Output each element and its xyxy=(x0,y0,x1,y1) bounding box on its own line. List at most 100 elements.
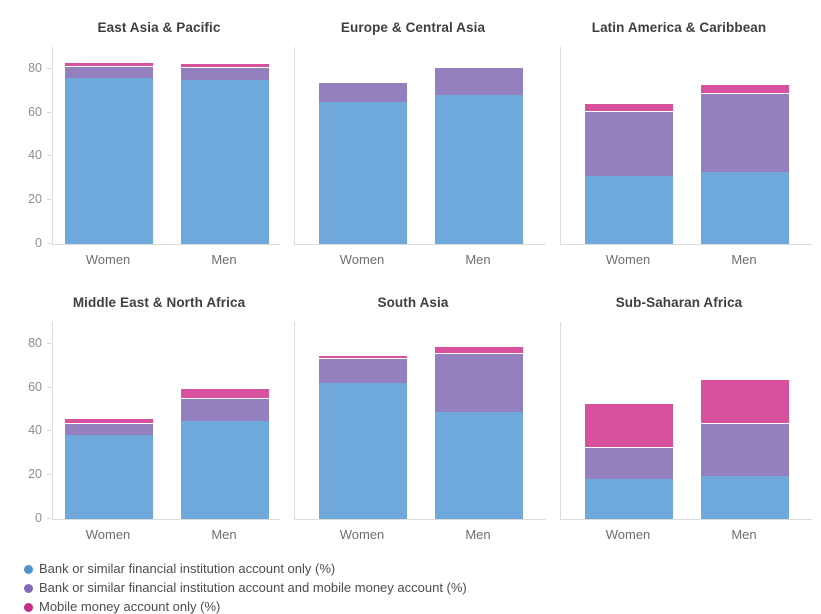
bar-segment-mobile_only xyxy=(700,378,789,423)
stacked-bar-women xyxy=(318,82,407,244)
y-axis-gutter: 0 20 40 60 80 xyxy=(10,322,52,524)
bar-segment-bank_and_mobile xyxy=(64,422,153,435)
y-tick-label: 0 xyxy=(35,236,42,250)
y-tick-mark xyxy=(47,386,51,388)
bar-segment-bank_and_mobile xyxy=(180,397,269,421)
plot-area xyxy=(560,322,812,520)
legend-label: Bank or similar financial institution ac… xyxy=(39,561,336,576)
legend-dot-bank_and_mobile xyxy=(24,583,33,593)
stacked-bar-men xyxy=(180,387,269,519)
legend-label: Bank or similar financial institution ac… xyxy=(39,580,467,595)
stacked-bar-men xyxy=(180,63,269,244)
bar-segment-mobile_only xyxy=(434,346,523,353)
y-axis-gutter xyxy=(546,47,560,244)
x-category-label-men: Men xyxy=(211,527,237,542)
x-category-label-women: Women xyxy=(85,527,131,542)
y-tick-mark xyxy=(47,111,51,113)
bar-segment-bank_and_mobile xyxy=(700,92,789,172)
y-tick-label: 80 xyxy=(28,335,42,350)
legend-item-mobile_only: Mobile money account only (%) xyxy=(24,600,813,614)
bar-segment-bank_and_mobile xyxy=(434,352,523,412)
bar-segment-mobile_only xyxy=(584,403,673,447)
y-tick-label: 40 xyxy=(28,423,42,438)
y-tick-mark xyxy=(47,430,51,432)
plot-area xyxy=(294,47,546,245)
plot-area xyxy=(294,322,546,520)
chart-sub-saharan-africa: Sub-Saharan Africa Women Men xyxy=(546,285,812,542)
bar-segment-mobile_only xyxy=(700,84,789,93)
x-category-label-men: Men xyxy=(465,527,491,542)
y-tick-label: 0 xyxy=(35,511,42,525)
x-category-label-women: Women xyxy=(605,252,651,267)
y-tick-label: 80 xyxy=(28,60,42,75)
chart-title: Sub-Saharan Africa xyxy=(615,295,743,310)
bar-segment-bank_only xyxy=(180,420,269,519)
bar-segment-bank_only xyxy=(180,79,269,244)
legend-item-bank_only: Bank or similar financial institution ac… xyxy=(24,562,813,576)
bar-segment-bank_only xyxy=(434,95,523,244)
bar-segment-bank_only xyxy=(700,171,789,244)
chart-south-asia: South Asia Women Men xyxy=(280,285,546,542)
legend-label: Mobile money account only (%) xyxy=(39,599,221,614)
bar-segment-bank_only xyxy=(64,434,153,519)
bar-segment-bank_only xyxy=(700,476,789,519)
chart-title: East Asia & Pacific xyxy=(97,20,221,35)
y-axis-gutter xyxy=(280,47,294,244)
stacked-bar-women xyxy=(64,62,153,244)
y-axis-gutter xyxy=(546,322,560,519)
y-tick-label: 40 xyxy=(28,148,42,163)
bar-segment-bank_and_mobile xyxy=(318,82,407,102)
chart-middle-east-north-africa: Middle East & North Africa 0 20 40 60 80 Women… xyxy=(10,285,280,542)
y-tick-mark xyxy=(47,518,51,519)
y-tick-label: 20 xyxy=(28,192,42,207)
plot-area xyxy=(52,47,280,245)
bar-segment-bank_only xyxy=(584,176,673,244)
y-tick-mark xyxy=(47,342,51,344)
y-tick-mark xyxy=(47,243,51,244)
x-category-label-women: Women xyxy=(339,252,385,267)
chart-title: Middle East & North Africa xyxy=(72,295,246,310)
bar-segment-mobile_only xyxy=(64,62,153,66)
x-category-label-women: Women xyxy=(339,527,385,542)
y-axis-gutter: 0 20 40 60 80 xyxy=(10,47,52,249)
y-tick-label: 60 xyxy=(28,379,42,394)
legend-item-bank_and_mobile: Bank or similar financial institution ac… xyxy=(24,581,813,595)
x-category-label-women: Women xyxy=(85,252,131,267)
bar-segment-mobile_only xyxy=(584,102,673,111)
bar-segment-mobile_only xyxy=(180,387,269,398)
bar-segment-mobile_only xyxy=(64,418,153,423)
stacked-bar-women xyxy=(584,403,673,519)
bar-segment-bank_only xyxy=(318,383,407,519)
y-tick-mark xyxy=(47,199,51,201)
plot-area xyxy=(52,322,280,520)
x-category-label-men: Men xyxy=(465,252,491,267)
chart-latin-america-caribbean: Latin America & Caribbean Women Men xyxy=(546,10,812,267)
chart-europe-central-asia: Europe & Central Asia Women Men xyxy=(280,10,546,267)
y-tick-mark xyxy=(47,474,51,476)
stacked-bar-women xyxy=(318,354,407,519)
bar-segment-mobile_only xyxy=(318,354,407,359)
bar-segment-bank_only xyxy=(64,77,153,244)
legend-dot-bank_only xyxy=(24,564,33,574)
chart-title: Europe & Central Asia xyxy=(340,20,486,35)
y-axis-gutter xyxy=(280,322,294,519)
bar-segment-bank_and_mobile xyxy=(584,446,673,479)
chart-east-asia-pacific: East Asia & Pacific 0 20 40 60 80 Women Men xyxy=(10,10,280,267)
charts-grid: East Asia & Pacific 0 20 40 60 80 Women Men Euro… xyxy=(10,10,813,542)
x-category-label-men: Men xyxy=(731,252,757,267)
bar-segment-bank_only xyxy=(434,411,523,519)
stacked-bar-men xyxy=(434,66,523,244)
bar-segment-bank_only xyxy=(318,101,407,244)
chart-title: South Asia xyxy=(377,295,449,310)
bar-segment-bank_and_mobile xyxy=(180,66,269,80)
stacked-bar-men xyxy=(700,84,789,244)
y-tick-label: 60 xyxy=(28,104,42,119)
chart-title: Latin America & Caribbean xyxy=(591,20,767,35)
bar-segment-bank_only xyxy=(584,478,673,519)
y-tick-mark xyxy=(47,155,51,157)
x-category-label-men: Men xyxy=(731,527,757,542)
y-tick-mark xyxy=(47,67,51,69)
bar-segment-bank_and_mobile xyxy=(318,358,407,384)
x-category-label-men: Men xyxy=(211,252,237,267)
